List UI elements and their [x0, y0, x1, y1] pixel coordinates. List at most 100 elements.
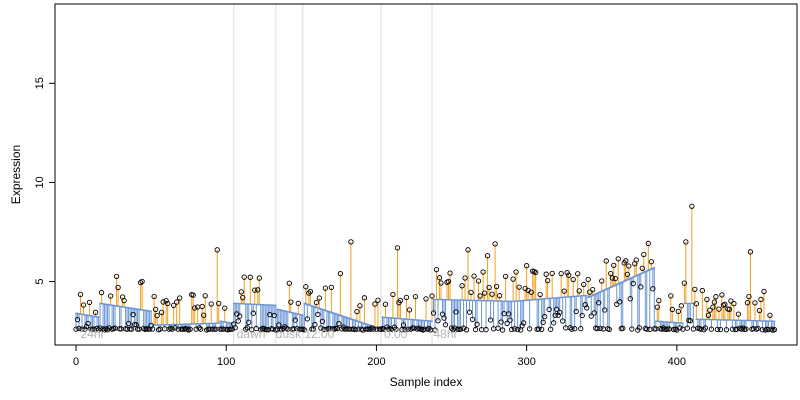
data-point — [472, 326, 479, 333]
x-tick-label: 300 — [517, 356, 535, 368]
data-point — [397, 297, 404, 304]
data-point — [543, 271, 549, 277]
data-point — [510, 276, 516, 282]
data-point — [98, 289, 105, 296]
data-point — [475, 278, 482, 284]
data-point — [328, 284, 335, 291]
data-point — [484, 253, 491, 259]
data-point — [495, 325, 501, 331]
segment-annotation: 48hr — [434, 327, 458, 341]
data-point — [752, 300, 758, 306]
data-point — [728, 298, 734, 304]
fit-line — [512, 294, 588, 303]
data-point — [303, 284, 309, 290]
data-point — [469, 316, 476, 323]
data-point — [758, 296, 764, 303]
data-point — [669, 306, 675, 313]
data-point — [636, 325, 642, 331]
data-point — [288, 299, 294, 305]
data-point — [699, 287, 706, 294]
data-point — [492, 241, 498, 247]
y-tick-label: 5 — [34, 278, 46, 284]
data-point — [306, 290, 312, 296]
data-point — [436, 275, 443, 281]
data-point — [177, 295, 183, 301]
data-point — [169, 326, 175, 332]
x-tick-label: 400 — [668, 356, 686, 368]
data-point — [707, 307, 713, 313]
x-tick-label: 200 — [367, 356, 385, 368]
data-point — [228, 326, 234, 332]
data-point — [76, 325, 82, 332]
data-point — [361, 295, 368, 301]
y-axis-label: Expression — [9, 145, 23, 204]
data-point — [394, 245, 401, 251]
data-point — [246, 319, 252, 325]
data-point — [480, 269, 486, 275]
data-point — [713, 294, 719, 300]
data-point — [683, 239, 689, 245]
data-point — [315, 311, 321, 318]
data-point — [514, 326, 521, 333]
fit-line — [695, 318, 776, 322]
data-point — [719, 292, 725, 298]
data-point — [301, 327, 307, 333]
data-point — [92, 309, 99, 315]
data-point — [97, 325, 103, 331]
data-point — [668, 293, 674, 299]
data-point — [590, 287, 596, 293]
data-point — [545, 277, 551, 284]
data-point — [489, 291, 495, 297]
data-point — [160, 299, 166, 305]
data-point — [516, 284, 522, 290]
data-point — [82, 326, 88, 332]
data-point — [423, 296, 429, 302]
data-point — [681, 280, 687, 286]
data-point — [447, 270, 453, 276]
data-point — [152, 306, 159, 313]
data-point — [352, 326, 359, 333]
data-point — [399, 326, 405, 333]
data-point — [617, 299, 623, 305]
data-points — [73, 203, 778, 333]
data-point — [247, 274, 253, 280]
data-point — [211, 326, 217, 332]
data-point — [573, 308, 579, 315]
data-point — [747, 249, 754, 255]
data-point — [704, 296, 710, 303]
data-point — [626, 263, 632, 269]
data-point — [532, 269, 539, 276]
data-point — [214, 247, 220, 253]
data-point — [448, 325, 455, 331]
data-point — [710, 304, 716, 310]
fit-line — [381, 316, 433, 322]
data-point — [149, 326, 156, 332]
data-point — [523, 263, 530, 269]
data-point — [243, 326, 249, 332]
data-point — [602, 307, 608, 313]
data-point — [139, 278, 145, 285]
data-point — [639, 265, 645, 271]
data-point — [693, 301, 700, 307]
y-tick-label: 10 — [34, 176, 46, 188]
data-point — [115, 284, 121, 291]
data-point — [216, 300, 222, 307]
data-point — [372, 301, 378, 307]
data-point — [121, 297, 127, 304]
data-point — [375, 297, 381, 303]
data-point — [465, 247, 471, 253]
data-point — [322, 285, 329, 291]
data-point — [548, 326, 554, 332]
data-point — [624, 271, 630, 278]
data-point — [554, 306, 560, 312]
data-point — [319, 318, 326, 325]
data-point — [756, 307, 763, 314]
data-point — [390, 291, 396, 298]
data-point — [291, 326, 297, 332]
data-point — [471, 273, 477, 279]
fit-line — [655, 320, 684, 324]
data-point — [130, 311, 136, 318]
data-point — [767, 312, 773, 318]
segment-dividers — [233, 4, 433, 345]
data-point — [612, 275, 618, 282]
